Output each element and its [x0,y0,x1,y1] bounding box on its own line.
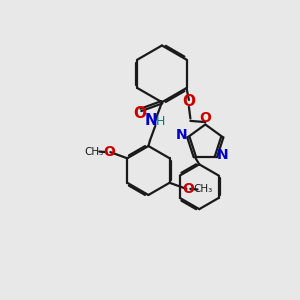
Text: O: O [133,106,146,121]
Text: H: H [156,116,165,128]
Text: O: O [182,94,195,109]
Text: CH₃: CH₃ [84,146,104,157]
Text: N: N [145,113,157,128]
Text: O: O [103,145,115,158]
Text: N: N [176,128,188,142]
Text: CH₃: CH₃ [193,184,212,194]
Text: O: O [182,182,194,197]
Text: O: O [199,112,211,125]
Text: N: N [217,148,228,162]
